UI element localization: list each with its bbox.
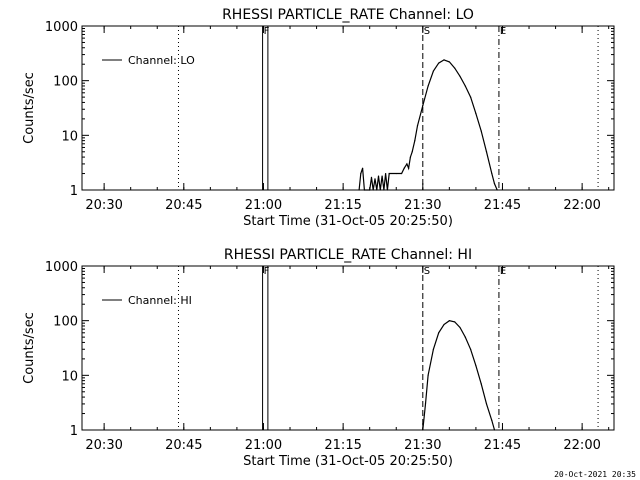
panel-1-data-point [469,96,472,98]
panel-1-data-point [438,62,440,64]
panel-1-series-line-1 [358,59,498,191]
panel-1-data-point [385,172,387,175]
panel-2-x-tick-label: 22:00 [563,438,600,453]
panel-1-data-point [480,130,482,132]
panel-1-legend-label: Channel: LO [128,54,195,67]
panel-1-data-point [491,172,493,175]
panel-2-data-point [485,403,488,405]
panel-1-x-tick-label: 21:45 [484,198,521,213]
panel-2-data-point [448,320,450,322]
panel-2-x-tick-label: 21:15 [324,438,361,453]
panel-2-data-point [469,348,472,350]
panel-2-data-point [480,383,482,385]
panel-2-data-point [454,321,456,323]
panel-1-data-point [485,151,488,153]
panel-1-data-point [414,140,416,142]
panel-1-data-point [432,70,435,72]
panel-1-data-point [409,156,412,158]
panel-2-x-tick-label: 20:30 [85,438,122,453]
panel-1-x-tick-label: 20:30 [85,198,122,213]
panel-2-marker-label-e: E [500,266,506,277]
panel-1-x-tick-label: 22:00 [563,198,600,213]
panel-1-data-point [443,59,445,61]
panel-1-data-point [369,189,371,191]
panel-1-x-axis-label: Start Time (31-Oct-05 20:25:50) [243,214,453,229]
panel-2-data-point [491,419,493,421]
panel-1-chart-title: RHESSI PARTICLE_RATE Channel: LO [222,7,474,23]
panel-1-data-point [464,85,466,87]
panel-1-data-point [403,167,405,169]
panel-2-series-line-1 [422,320,496,431]
panel-1-y-axis-label: Counts/sec [22,72,37,144]
panel-2-data-point [427,374,429,376]
panel-1-data-point [496,189,498,191]
panel-1-data-point [493,183,496,185]
panel-1-data-point [358,189,360,191]
panel-2-data-point [424,403,427,405]
panel-1-x-tick-label: 20:45 [165,198,202,213]
panel-2-y-tick-label: 1 [70,424,78,439]
panel-1-y-tick-label: 1000 [45,20,78,35]
panel-1-marker-label-e: E [500,26,506,37]
panel-1-data-point [408,167,410,169]
panel-2-data-point [493,429,496,431]
panel-2-x-axis-label: Start Time (31-Oct-05 20:25:50) [243,454,453,469]
panel-2-marker-label-s: S [424,266,430,277]
panel-2-x-tick-label: 20:45 [165,438,202,453]
panel-2-data-point [475,365,477,367]
panel-2-x-tick-label: 21:30 [404,438,441,453]
panel-1-marker-label-f: F [264,26,270,37]
panel-2-marker-label-f: F [264,266,270,277]
panel-1-y-tick-label: 100 [53,75,78,90]
panel-1-data-point [381,175,383,177]
panel-1-data-point [411,151,413,153]
panel-1-data-point [370,176,373,179]
panel-1-data-point [386,189,388,191]
panel-1-y-tick-label: 10 [61,129,78,144]
panel-1-data-point [475,112,477,115]
panel-1-data-point [372,189,374,191]
panel-1-data-point [459,75,461,77]
panel-1-x-tick-label: 21:30 [404,198,441,213]
panel-2-chart-title: RHESSI PARTICLE_RATE Channel: HI [224,247,472,263]
panel-1-data-point [400,172,403,175]
panel-2-data-point [459,326,461,329]
panel-1-data-point [416,125,419,127]
panel-1-x-tick-label: 21:00 [245,198,282,213]
panel-1-data-point [427,85,429,87]
panel-2-x-tick-label: 21:00 [245,438,282,453]
panel-1-data-point [362,167,364,169]
panel-1-data-point [395,172,397,175]
panel-1-data-point [422,104,424,107]
panel-2-y-tick-label: 100 [53,315,78,330]
panel-1-data-point [376,189,378,191]
panel-1-data-point [388,172,390,175]
panel-2-data-point [422,429,424,431]
panel-1-x-tick-label: 21:15 [324,198,361,213]
panel-1-data-point [406,163,408,165]
panel-2-x-tick-label: 21:45 [484,438,521,453]
footer-timestamp: 20-Oct-2021 20:35 [554,470,636,479]
panel-2-legend-label: Channel: HI [128,294,192,307]
panel-1-plot-frame [81,25,615,191]
panel-2-y-tick-label: 10 [61,369,78,384]
panel-1-data-point [379,189,381,191]
panel-2-data-point [443,323,445,326]
panel-2-data-point [432,348,435,350]
panel-2-plot-frame [81,265,615,431]
panel-1-data-point [360,172,362,175]
panel-2-y-axis-label: Counts/sec [22,312,37,384]
panel-1-marker-label-s: S [424,26,430,37]
panel-2-data-point [464,336,466,338]
panel-2-y-tick-label: 1000 [45,260,78,275]
panel-1-data-point [448,61,450,63]
panel-1-data-point [374,178,376,180]
panel-1-data-point [454,67,456,69]
panel-1-data-point [383,189,385,191]
panel-2-data-point [438,332,440,334]
panel-1-y-tick-label: 1 [70,184,78,199]
panel-1-data-point [377,175,380,177]
panel-1-data-point [363,189,365,191]
